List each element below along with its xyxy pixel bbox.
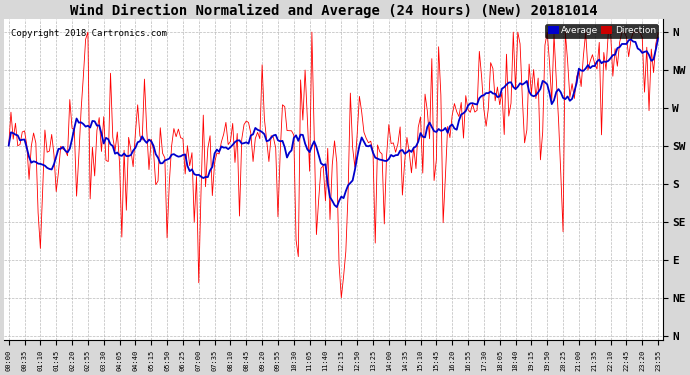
Legend: Average, Direction: Average, Direction [545,24,658,38]
Text: Copyright 2018 Cartronics.com: Copyright 2018 Cartronics.com [11,29,166,38]
Title: Wind Direction Normalized and Average (24 Hours) (New) 20181014: Wind Direction Normalized and Average (2… [70,4,598,18]
